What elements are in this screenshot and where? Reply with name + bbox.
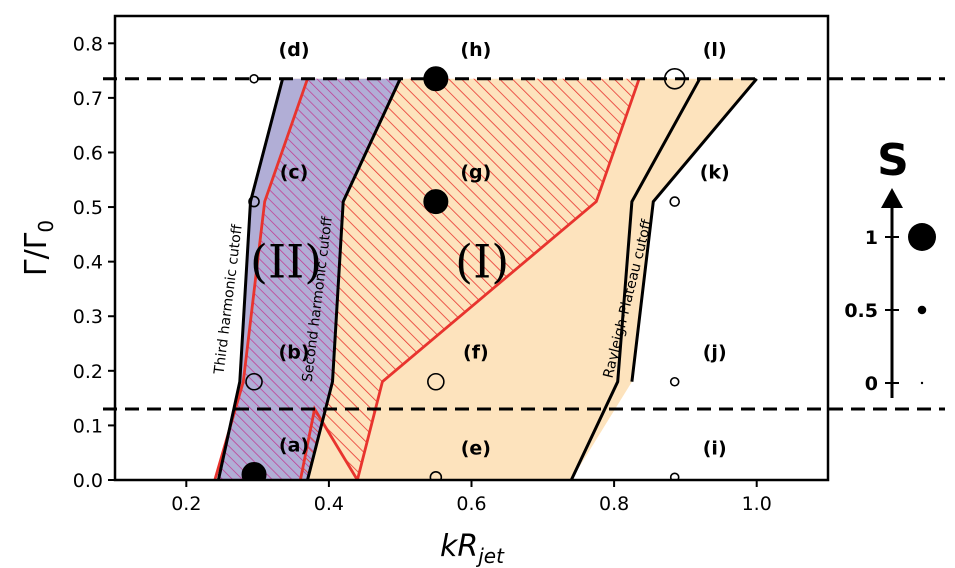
point-g [423,189,449,215]
points-layer [241,66,686,480]
point-label-c: (c) [280,162,309,184]
x-tick-label: 0.4 [314,493,344,515]
y-tick-label: 0.2 [73,361,103,383]
point-i [669,472,680,480]
point-label-g: (g) [460,162,491,184]
x-tick-label: 1.0 [742,493,772,515]
legend-tick-label: 1 [865,227,878,249]
region-label-II: (II) [250,235,322,289]
point-label-d: (d) [279,39,310,61]
y-axis-title: Γ/Γ0 [19,220,58,276]
region-I-hatch [300,78,640,480]
region-I-red-boundary [299,78,641,480]
x-tick-label: 0.8 [599,493,629,515]
legend-marker [920,381,924,385]
second-harmonic-cutoff-line [306,78,402,480]
lines-layer [213,77,758,480]
point-j [669,376,680,387]
point-label-h: (h) [460,39,491,61]
axes-layer: 0.2 0.4 0.6 0.8 1.0 0.0 0.1 0.2 0.3 0.4 0.5 0.6 0.7 0… [73,33,772,515]
y-tick-label: 0.1 [73,415,103,437]
size-legend: S 10.50 [844,135,936,398]
x-tick-label: 0.2 [171,493,201,515]
y-tick-label: 0.8 [73,33,103,55]
legend-tick-label: 0.5 [844,300,878,322]
point-f [427,372,445,391]
legend-marker [917,305,927,315]
y-tick-label: 0.4 [73,252,103,274]
point-c [248,195,260,208]
y-tick-label: 0.6 [73,142,103,164]
point-b [245,372,263,391]
point-label-f: (f) [463,342,489,364]
point-label-a: (a) [279,435,309,457]
y-tick-label: 0.7 [73,88,103,110]
legend-arrow-head [881,188,903,208]
point-label-b: (b) [279,342,310,364]
plot-area [213,66,758,480]
legend-title: S [877,135,909,186]
y-tick-label: 0.3 [73,306,103,328]
point-e [429,470,443,480]
point-label-i: (i) [703,437,727,459]
point-d [249,73,259,84]
x-tick-label: 0.6 [456,493,486,515]
point-label-e: (e) [461,437,491,459]
y-tick-label: 0.0 [73,470,103,492]
dashed-lines-layer [103,77,945,411]
legend-tick-label: 0 [865,373,878,395]
y-tick-label: 0.5 [73,197,103,219]
point-label-k: (k) [700,162,730,184]
point-k [669,196,681,207]
point-label-l: (l) [703,39,727,61]
third-harmonic-cutoff-line [216,78,285,480]
legend-entries: 10.50 [844,223,936,395]
right-envelope-line [630,77,758,382]
x-axis-title: kRjet [440,529,505,568]
point-a [241,462,267,480]
region-label-I: (I) [455,235,509,289]
point-label-j: (j) [703,342,727,364]
legend-marker [908,223,936,251]
rayleigh-plateau-cutoff-line [569,78,702,480]
